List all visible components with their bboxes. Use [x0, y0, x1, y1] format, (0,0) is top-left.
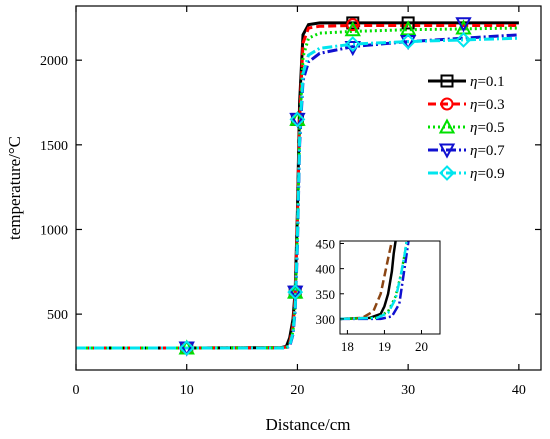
inset-y-tick-label: 350 [316, 287, 336, 302]
y-axis-label: temperature/°C [5, 136, 24, 240]
data-point-series-2 [346, 18, 360, 32]
legend-item-4: η=0.7 [428, 143, 505, 159]
legend-label: η=0.5 [470, 120, 505, 136]
inset-y-tick-label: 450 [316, 237, 336, 252]
plot-frame [75, 5, 542, 371]
x-tick-label: 40 [512, 383, 526, 398]
x-tick-label: 20 [290, 383, 304, 398]
inset-series-lines [340, 241, 410, 321]
inset-x-axis-ticks: 18 19 20 [341, 330, 428, 354]
data-point-series-3 [344, 21, 361, 37]
x-axis-ticks: 0 10 20 30 40 [73, 6, 526, 398]
inset-y-tick-label: 400 [316, 262, 336, 277]
series-lines [76, 21, 519, 350]
inset-frame [339, 240, 441, 335]
y-tick-label: 1000 [40, 223, 68, 238]
y-tick-label: 1500 [40, 139, 68, 154]
legend-label: η=0.9 [470, 166, 505, 182]
data-point-series-5 [344, 36, 361, 53]
inset-x-tick-label: 20 [415, 339, 428, 354]
inset-x-tick-label: 19 [378, 339, 391, 354]
legend-item-5: η=0.9 [428, 165, 505, 182]
data-point-series-4 [455, 17, 472, 33]
x-tick-label: 30 [401, 383, 415, 398]
legend-marker [438, 118, 456, 134]
data-point-series-5 [287, 284, 304, 301]
x-tick-label: 10 [180, 383, 194, 398]
legend-marker [440, 74, 454, 88]
legend-label: η=0.7 [470, 143, 505, 159]
data-point-series-5 [178, 340, 195, 356]
data-point-series-1 [401, 16, 415, 30]
inset-y-axis-ticks: 300 350 400 450 [316, 237, 344, 327]
inset-y-tick-label: 300 [316, 312, 336, 327]
inset-series-line-4 [340, 241, 410, 321]
legend-marker [439, 165, 455, 181]
series-line-3 [76, 26, 519, 350]
x-tick-label: 0 [73, 383, 80, 398]
series-markers [178, 16, 472, 357]
data-point-series-5 [400, 33, 417, 50]
legend-marker [438, 143, 456, 159]
inset-series-line-2 [340, 241, 394, 321]
y-axis-ticks: 500 1000 1500 2000 [40, 54, 541, 323]
inset-series-line-5 [340, 241, 408, 321]
legend-marker [440, 97, 454, 111]
legend-label: η=0.1 [470, 74, 505, 90]
legend-label: η=0.3 [470, 97, 505, 113]
y-tick-label: 2000 [40, 54, 68, 69]
series-line-5 [76, 36, 519, 350]
legend-item-2: η=0.3 [428, 97, 505, 113]
inset-x-tick-label: 18 [341, 339, 354, 354]
legend-item-3: η=0.5 [428, 118, 505, 136]
y-tick-label: 500 [47, 308, 68, 323]
legend-item-1: η=0.1 [428, 74, 505, 90]
inset-chart: 18 19 20 300 350 400 450 [316, 237, 441, 354]
data-point-series-5 [455, 31, 472, 48]
x-axis-label: Distance/cm [266, 415, 351, 434]
data-point-series-5 [289, 111, 306, 128]
legend: η=0.1 η=0.3 η=0.5 η=0.7 η=0.9 [428, 74, 505, 182]
